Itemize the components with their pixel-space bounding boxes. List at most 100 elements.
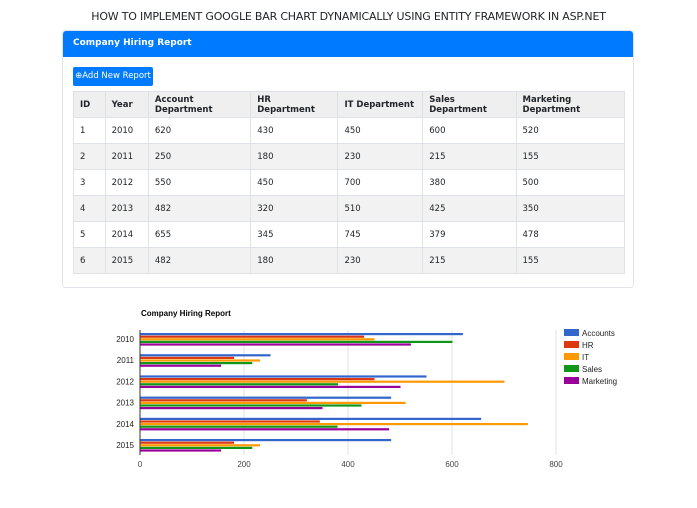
column-header: Sales Department (422, 91, 517, 118)
table-cell: 345 (250, 221, 339, 248)
legend-label: Marketing (582, 377, 617, 386)
table-cell: 6 (73, 247, 106, 274)
bar-accounts (140, 417, 482, 420)
bar-it (140, 401, 406, 404)
table-cell: 478 (515, 221, 626, 248)
legend-label: Accounts (582, 329, 615, 338)
report-card: Company Hiring Report ⊕Add New Report ID… (62, 30, 634, 288)
table-row: 5 2014 655 345 745 379 478 (73, 221, 626, 248)
y-tick-label: 2014 (116, 420, 134, 429)
table-cell: 655 (147, 221, 252, 248)
bar-hr (140, 335, 365, 338)
bar-sales (140, 340, 453, 343)
table-cell: 380 (422, 169, 517, 196)
bar-marketing (140, 343, 411, 346)
legend-swatch (564, 377, 579, 384)
table-cell: 2013 (104, 195, 149, 222)
column-header: IT Department (337, 91, 424, 118)
bar-accounts (140, 354, 271, 357)
bar-it (140, 380, 505, 383)
bar-it (140, 423, 528, 426)
bar-sales (140, 383, 339, 386)
bar-sales (140, 446, 253, 449)
x-tick-label: 0 (138, 460, 143, 469)
table-cell: 180 (250, 143, 339, 170)
table-cell: 250 (147, 143, 252, 170)
legend-swatch (564, 341, 579, 348)
y-tick-label: 2011 (117, 356, 135, 365)
y-tick-label: 2013 (116, 399, 134, 408)
table-cell: 230 (337, 247, 424, 274)
column-header: Marketing Department (515, 91, 626, 118)
table-cell: 450 (337, 117, 424, 144)
bar-hr (140, 420, 320, 423)
y-tick-label: 2010 (116, 335, 134, 344)
table-cell: 550 (147, 169, 252, 196)
x-tick-label: 600 (445, 460, 459, 469)
report-table: ID Year Account Department HR Department IT … (73, 91, 626, 274)
legend-swatch (564, 329, 579, 336)
chart-title: Company Hiring Report (141, 309, 231, 318)
bar-sales (140, 404, 362, 407)
x-tick-label: 800 (549, 460, 563, 469)
table-cell: 430 (250, 117, 339, 144)
table-cell: 230 (337, 143, 424, 170)
bar-marketing (140, 449, 222, 452)
add-new-report-button[interactable]: ⊕Add New Report (73, 67, 153, 86)
add-new-report-label: Add New Report (82, 71, 151, 81)
page-title: HOW TO IMPLEMENT GOOGLE BAR CHART DYNAMI… (91, 10, 606, 23)
bar-hr (140, 356, 235, 359)
bar-marketing (140, 385, 401, 388)
column-header: ID (73, 91, 106, 118)
column-header: Year (104, 91, 149, 118)
bar-marketing (140, 428, 390, 431)
table-cell: 2 (73, 143, 106, 170)
bar-accounts (140, 333, 463, 336)
table-cell: 425 (422, 195, 517, 222)
table-cell: 155 (515, 247, 626, 274)
table-cell: 379 (422, 221, 517, 248)
table-row: 3 2012 550 450 700 380 500 (73, 169, 626, 196)
table-cell: 620 (147, 117, 252, 144)
table-cell: 5 (73, 221, 106, 248)
x-tick-label: 200 (237, 460, 251, 469)
table-cell: 1 (73, 117, 106, 144)
table-cell: 2012 (104, 169, 149, 196)
table-cell: 320 (250, 195, 339, 222)
table-cell: 215 (422, 247, 517, 274)
bar-hr (140, 378, 375, 381)
table-cell: 2015 (104, 247, 149, 274)
table-cell: 215 (422, 143, 517, 170)
legend-label: HR (582, 341, 594, 350)
table-cell: 450 (250, 169, 339, 196)
bar-hr (140, 441, 235, 444)
bar-marketing (140, 407, 323, 410)
table-row: 2 2011 250 180 230 215 155 (73, 143, 626, 170)
bar-marketing (140, 364, 222, 367)
table-cell: 2010 (104, 117, 149, 144)
table-row: 4 2013 482 320 510 425 350 (73, 195, 626, 222)
bar-hr (140, 399, 307, 402)
table-cell: 350 (515, 195, 626, 222)
bar-sales (140, 362, 253, 365)
table-cell: 745 (337, 221, 424, 248)
table-cell: 500 (515, 169, 626, 196)
table-cell: 2014 (104, 221, 149, 248)
legend-label: Sales (582, 365, 602, 374)
table-cell: 520 (515, 117, 626, 144)
table-cell: 180 (250, 247, 339, 274)
bar-it (140, 444, 261, 447)
table-row: 6 2015 482 180 230 215 155 (73, 247, 626, 274)
column-header: Account Department (147, 91, 252, 118)
y-tick-label: 2012 (116, 377, 134, 386)
table-cell: 482 (147, 195, 252, 222)
bar-accounts (140, 439, 392, 442)
bar-it (140, 359, 261, 362)
x-tick-label: 400 (341, 460, 355, 469)
bar-accounts (140, 375, 427, 378)
bar-sales (140, 425, 338, 428)
table-cell: 4 (73, 195, 106, 222)
table-cell: 700 (337, 169, 424, 196)
legend-swatch (564, 353, 579, 360)
